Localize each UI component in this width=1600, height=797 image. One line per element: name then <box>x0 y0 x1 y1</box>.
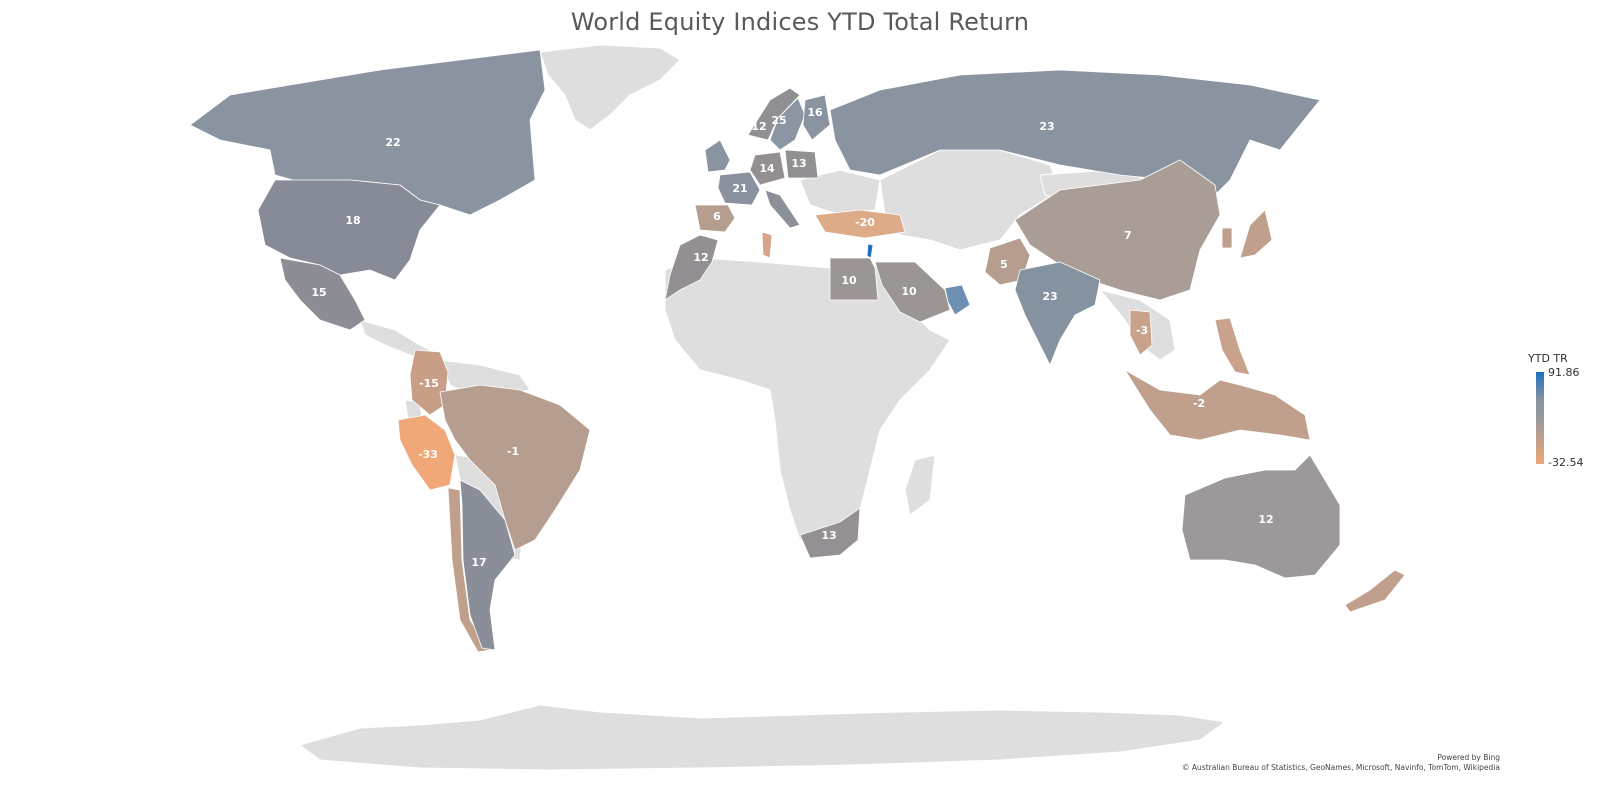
country-egypt[interactable] <box>829 257 879 301</box>
country-india[interactable] <box>1014 261 1101 366</box>
country-new-zealand[interactable] <box>1344 569 1406 613</box>
legend-max-value: 91.86 <box>1548 366 1580 379</box>
country-malaysia-indonesia[interactable] <box>1124 369 1311 441</box>
value-label-argentina: 17 <box>471 556 486 569</box>
value-label-mexico: 15 <box>311 286 326 299</box>
value-label-germany: 14 <box>759 162 775 175</box>
country-turkey[interactable] <box>814 209 906 239</box>
legend-gradient-bar <box>1536 372 1544 464</box>
country-germany[interactable] <box>749 151 786 186</box>
value-label-brazil: -1 <box>507 445 519 458</box>
value-label-france: 21 <box>732 182 747 195</box>
country-poland[interactable] <box>784 149 819 179</box>
copyright-text: © Australian Bureau of Statistics, GeoNa… <box>1182 763 1500 772</box>
value-label-colombia: -15 <box>419 377 439 390</box>
country-thailand[interactable] <box>1129 309 1153 356</box>
value-label-peru: -33 <box>418 448 438 461</box>
country-russia[interactable] <box>829 69 1321 201</box>
madagascar <box>904 454 936 516</box>
attribution: Powered by Bing © Australian Bureau of S… <box>1182 753 1500 773</box>
country-peru[interactable] <box>397 414 456 491</box>
country-spain[interactable] <box>694 204 736 233</box>
value-label-egypt: 10 <box>841 274 857 287</box>
country-argentina[interactable] <box>459 479 516 651</box>
value-label-china: 7 <box>1124 229 1132 242</box>
value-label-spain: 6 <box>713 210 721 223</box>
country-israel[interactable] <box>866 243 874 259</box>
country-mexico[interactable] <box>279 257 366 331</box>
country-morocco[interactable] <box>664 234 719 301</box>
value-label-morocco: 12 <box>693 251 708 264</box>
value-label-sweden: 25 <box>771 114 786 127</box>
country-colombia[interactable] <box>409 349 449 416</box>
value-label-pakistan: 5 <box>1000 258 1008 271</box>
country-france[interactable] <box>717 171 761 206</box>
country-uae-oman[interactable] <box>944 284 971 316</box>
eastern-europe <box>799 169 881 216</box>
country-australia[interactable] <box>1181 454 1341 579</box>
country-south-africa[interactable] <box>799 507 861 559</box>
country-norway[interactable] <box>747 87 801 141</box>
value-label-thailand: -3 <box>1136 324 1148 337</box>
value-label-india: 23 <box>1042 290 1057 303</box>
value-label-canada: 22 <box>385 136 400 149</box>
country-brazil[interactable] <box>439 384 591 551</box>
antarctica <box>298 704 1227 771</box>
country-uk[interactable] <box>704 139 731 173</box>
data-countries <box>189 49 1406 653</box>
value-label-south-africa: 13 <box>821 529 836 542</box>
legend: YTD TR 91.86 -32.54 <box>1528 352 1598 482</box>
no-data-land <box>298 44 1227 771</box>
country-korea[interactable] <box>1221 227 1233 249</box>
value-label-russia: 23 <box>1039 120 1054 133</box>
country-philippines[interactable] <box>1214 317 1251 376</box>
value-label-poland: 13 <box>791 157 806 170</box>
value-label-australia: 12 <box>1258 513 1273 526</box>
country-tunisia[interactable] <box>761 231 773 259</box>
greenland <box>539 44 681 131</box>
legend-title: YTD TR <box>1528 352 1568 365</box>
value-label-united-states: 18 <box>345 214 360 227</box>
map-title: World Equity Indices YTD Total Return <box>570 8 1030 36</box>
country-japan[interactable] <box>1239 209 1273 259</box>
value-label-turkey: -20 <box>855 216 875 229</box>
value-label-indonesia: -2 <box>1193 397 1205 410</box>
powered-by-text: Powered by Bing <box>1437 753 1500 762</box>
value-labels: 22 18 15 -15 -33 -1 17 12 25 16 14 13 21 6 -20 12 10 10 23… <box>311 106 1273 569</box>
value-label-finland: 16 <box>807 106 823 119</box>
country-usa[interactable] <box>257 179 441 281</box>
country-chile[interactable] <box>447 487 491 653</box>
country-finland[interactable] <box>802 94 831 141</box>
country-italy[interactable] <box>764 189 801 229</box>
legend-min-value: -32.54 <box>1548 456 1584 469</box>
value-label-saudi-arabia: 10 <box>901 285 917 298</box>
value-label-norway: 12 <box>751 120 766 133</box>
country-saudi-arabia[interactable] <box>874 261 951 323</box>
country-canada[interactable] <box>189 49 546 216</box>
